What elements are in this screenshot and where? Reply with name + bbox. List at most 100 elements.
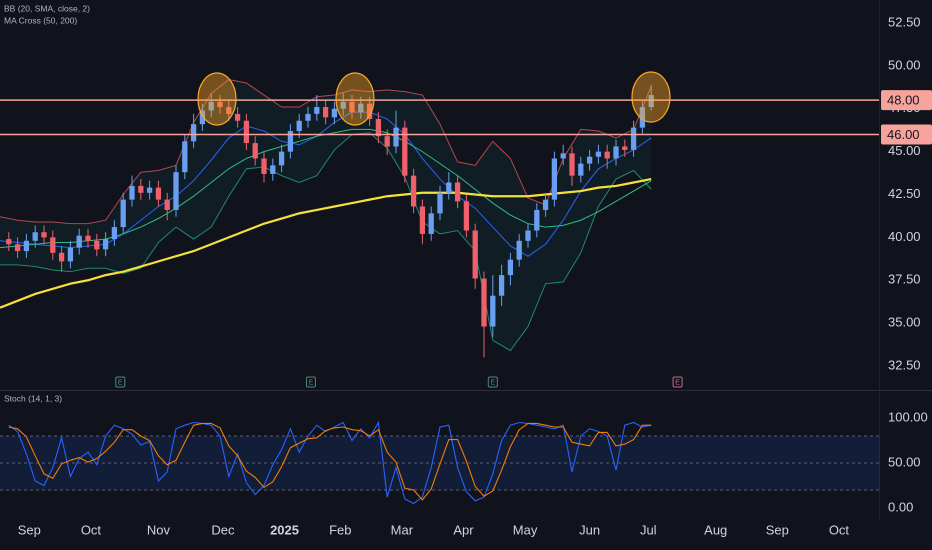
candle-body [14, 244, 21, 252]
axes: 32.5035.0037.5040.0042.5045.0047.5050.00… [4, 3, 932, 537]
candle-body [85, 235, 91, 241]
candle-body [542, 199, 549, 210]
candle-body [498, 275, 505, 296]
candle-body [516, 240, 522, 260]
candle-body [76, 235, 82, 248]
candle-body [454, 182, 461, 202]
candle-body [58, 252, 65, 262]
y-tick-label: 32.50 [888, 357, 921, 372]
x-tick-label: May [513, 522, 538, 537]
candle-body [94, 240, 100, 250]
event-marker [487, 376, 498, 388]
price-pane [0, 79, 879, 358]
candle-body [428, 213, 434, 234]
candle-body [146, 187, 153, 193]
x-tick-label: 2025 [270, 522, 299, 537]
x-tick-label: Aug [704, 522, 727, 537]
candle-body [234, 113, 241, 121]
indicator-legend: BB (20, SMA, close, 2) [4, 3, 90, 13]
candle-body [402, 127, 408, 176]
candle-body [648, 95, 654, 108]
candle-body [560, 153, 566, 159]
stoch-line [8, 422, 652, 501]
candle-body [23, 240, 30, 252]
y-tick-label: 42.50 [888, 186, 921, 201]
candle-body [322, 107, 329, 118]
y-tick-label: 45.00 [888, 143, 921, 158]
event-marker [672, 376, 683, 388]
candle-body [446, 182, 452, 193]
candle-body [481, 278, 487, 327]
candle-body [111, 227, 118, 240]
x-tick-label: Jul [640, 522, 657, 537]
candle-body [551, 158, 558, 200]
indicator-line [0, 177, 652, 309]
candle-body [164, 199, 170, 210]
candle-body [278, 151, 285, 166]
candle-body [226, 107, 232, 114]
candle-body [586, 156, 593, 164]
candle-body [375, 119, 382, 137]
candle-body [208, 101, 214, 111]
annotation-layer [197, 71, 671, 126]
candle-body [41, 232, 47, 238]
candle-body [613, 146, 619, 159]
level-label-box [881, 90, 932, 111]
candle-body [287, 131, 294, 152]
event-label: E [118, 379, 123, 386]
event-label: E [309, 379, 314, 386]
y-tick-label: 35.00 [888, 315, 921, 330]
candle-body [595, 151, 602, 157]
x-tick-label: Oct [829, 522, 850, 537]
candle-body [630, 127, 637, 150]
candle-body [314, 107, 320, 114]
candle-body [138, 185, 144, 193]
highlight-circle [631, 71, 671, 123]
highlight-circle [197, 72, 237, 126]
candle-body [507, 259, 514, 276]
candle-body [261, 158, 267, 174]
candle-body [270, 165, 276, 174]
y-tick-label: 0.00 [888, 499, 913, 514]
x-tick-label: Sep [766, 522, 789, 537]
candle-body [472, 230, 478, 279]
y-tick-label: 40.00 [888, 229, 921, 244]
y-tick-label: 100.00 [888, 409, 928, 424]
indicator-line [0, 79, 652, 225]
candle-body [199, 110, 206, 125]
y-tick-label: 50.00 [888, 57, 921, 72]
candle-body [490, 295, 496, 327]
pane-title: Stoch (14, 1, 3) [4, 393, 62, 403]
candle-body [366, 103, 373, 120]
x-tick-label: Sep [18, 522, 41, 537]
indicator-line [0, 132, 652, 352]
candle-body [182, 141, 188, 173]
candle-body [243, 120, 250, 144]
candle-body [296, 120, 302, 132]
y-tick-label: 52.50 [888, 14, 921, 29]
candle-body [463, 201, 470, 231]
level-label-box [881, 124, 932, 145]
x-tick-label: Oct [81, 522, 102, 537]
candle-body [578, 163, 584, 176]
stoch-pane [0, 420, 880, 505]
indicator-legend: MA Cross (50, 200) [4, 15, 77, 25]
candle-body [252, 143, 258, 159]
candle-body [534, 209, 540, 231]
candle-body [67, 247, 74, 262]
highlight-circle [335, 72, 375, 126]
event-marker [115, 376, 126, 388]
candle-body [129, 185, 135, 200]
candle-body [305, 113, 311, 121]
x-tick-label: Dec [211, 522, 235, 537]
candle-body [6, 239, 12, 245]
y-tick-label: 37.50 [888, 272, 921, 287]
candle-body [622, 146, 628, 150]
indicator-line [0, 111, 652, 257]
level-label: 46.00 [887, 127, 920, 142]
candle-body [340, 101, 346, 109]
candle-body [349, 101, 355, 113]
candle-body [393, 127, 399, 147]
